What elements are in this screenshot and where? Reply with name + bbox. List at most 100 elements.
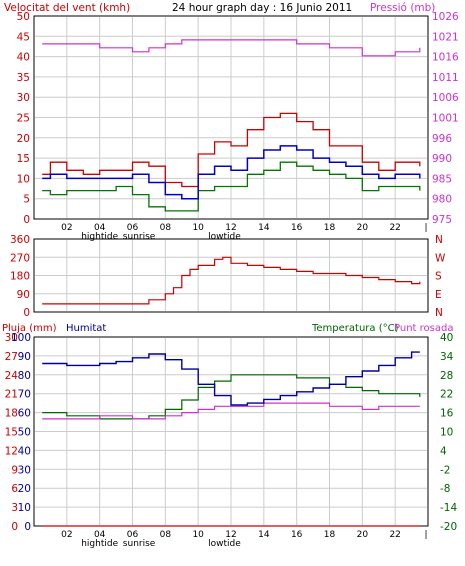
pressure-tick: 1011 [432,72,459,84]
hour-tick: 14 [258,530,270,540]
wind-speed-tick: 45 [17,31,30,43]
hour-tick: 10 [192,223,204,233]
hour-tick: 04 [94,223,106,233]
hour-tick: 10 [192,530,204,540]
temperature-tick: 28 [440,370,453,382]
humidity-line [42,351,420,406]
direction-tick: 360 [10,234,30,246]
humidity-tick: 70 [18,389,31,401]
rain-tick: 18 [5,408,18,420]
pressure-label: Pressió (mb) [370,2,435,14]
hour-tick: 14 [258,223,270,233]
compass-tick: N [435,234,443,246]
compass-tick: W [435,252,446,264]
direction-tick: 90 [17,289,30,301]
series-layer [42,39,421,527]
wind-speed-tick: 50 [17,11,30,23]
hour-tick: 18 [324,223,336,233]
graph-title: 24 hour graph day : 16 Junio 2011 [172,2,352,14]
wind-speed-tick: 40 [17,52,30,64]
wind-gust-line [42,112,421,188]
event-marker-hightide: hightide [81,539,118,549]
temperature-label: Temperatura (°C) [311,323,399,334]
hour-tick-end: | [424,530,427,540]
hour-tick: 20 [357,223,369,233]
temperature-tick: 16 [440,408,454,420]
wind-speed-tick: 20 [17,133,30,145]
pressure-line [42,39,421,57]
rain-tick: 3 [11,502,18,514]
hour-tick: 12 [225,223,236,233]
rain-tick: 9 [11,464,18,476]
pressure-tick: 1021 [432,31,459,43]
hour-tick: 08 [160,530,172,540]
wind-speed-label: Velocitat del vent (kmh) [4,2,130,14]
temperature-tick: 22 [440,389,453,401]
hour-tick-end: | [424,223,427,233]
temperature-tick: -14 [440,502,457,514]
pressure-tick: 985 [432,173,452,185]
hour-tick: 02 [61,530,72,540]
rain-tick: 6 [11,483,18,495]
rain-tick: 27 [5,351,18,363]
temperature-tick: 34 [440,351,454,363]
tick-labels: 0510152025303540455097598098599099610011… [5,11,459,549]
hour-tick: 16 [291,530,303,540]
pressure-tick: 975 [432,214,452,226]
pressure-tick: 980 [432,194,452,206]
temperature-tick: 10 [440,427,453,439]
event-marker-sunrise: sunrise [123,539,156,549]
wind-low-line [42,161,421,212]
humidity-tick: 100 [11,332,31,344]
hour-tick: 12 [225,530,236,540]
wind-speed-tick: 15 [17,153,30,165]
humidity-tick: 60 [18,408,31,420]
rain-label: Pluja (mm) [2,323,57,334]
hour-tick: 22 [389,530,400,540]
dewpoint-label: Punt rosada [394,323,453,334]
humidity-tick: 40 [18,445,31,457]
hour-tick: 04 [94,530,106,540]
dewpoint-line [42,402,420,420]
rain-tick: 15 [5,427,18,439]
hour-tick: 18 [324,530,336,540]
wind-speed-tick: 10 [17,173,30,185]
pressure-tick: 1001 [432,113,459,125]
wind-speed-tick: 25 [17,113,30,125]
event-marker-sunrise: sunrise [123,232,156,242]
humidity-tick: 20 [18,483,31,495]
pressure-tick: 1006 [432,92,459,104]
rain-tick: 21 [5,389,18,401]
wind-speed-tick: 35 [17,72,30,84]
hour-tick: 02 [61,223,72,233]
rain-tick: 0 [11,521,18,533]
humidity-tick: 80 [18,370,31,382]
pressure-tick: 1026 [432,11,459,23]
pressure-tick: 990 [432,153,452,165]
wind-speed-tick: 0 [23,214,30,226]
hour-tick: 08 [160,223,172,233]
hour-tick: 06 [127,530,139,540]
rain-tick: 30 [5,332,18,344]
temperature-tick: 40 [440,332,453,344]
grid-humidity-panel [35,338,427,525]
humidity-tick: 50 [18,427,31,439]
event-marker-lowtide: lowtide [208,232,241,242]
hour-tick: 16 [291,223,303,233]
temperature-tick: 4 [440,445,447,457]
wind-speed-tick: 5 [23,194,30,206]
compass-tick: N [435,307,443,319]
wind-average-line [42,145,421,200]
temperature-tick: -20 [440,521,457,533]
humidity-tick: 90 [18,351,31,363]
hour-tick: 22 [389,223,400,233]
direction-tick: 180 [10,271,30,283]
event-marker-lowtide: lowtide [208,539,241,549]
temperature-tick: -2 [440,464,450,476]
pressure-tick: 996 [432,133,452,145]
direction-tick: 0 [23,307,30,319]
event-marker-hightide: hightide [81,232,118,242]
compass-tick: E [435,289,442,301]
pressure-tick: 1016 [432,52,459,64]
